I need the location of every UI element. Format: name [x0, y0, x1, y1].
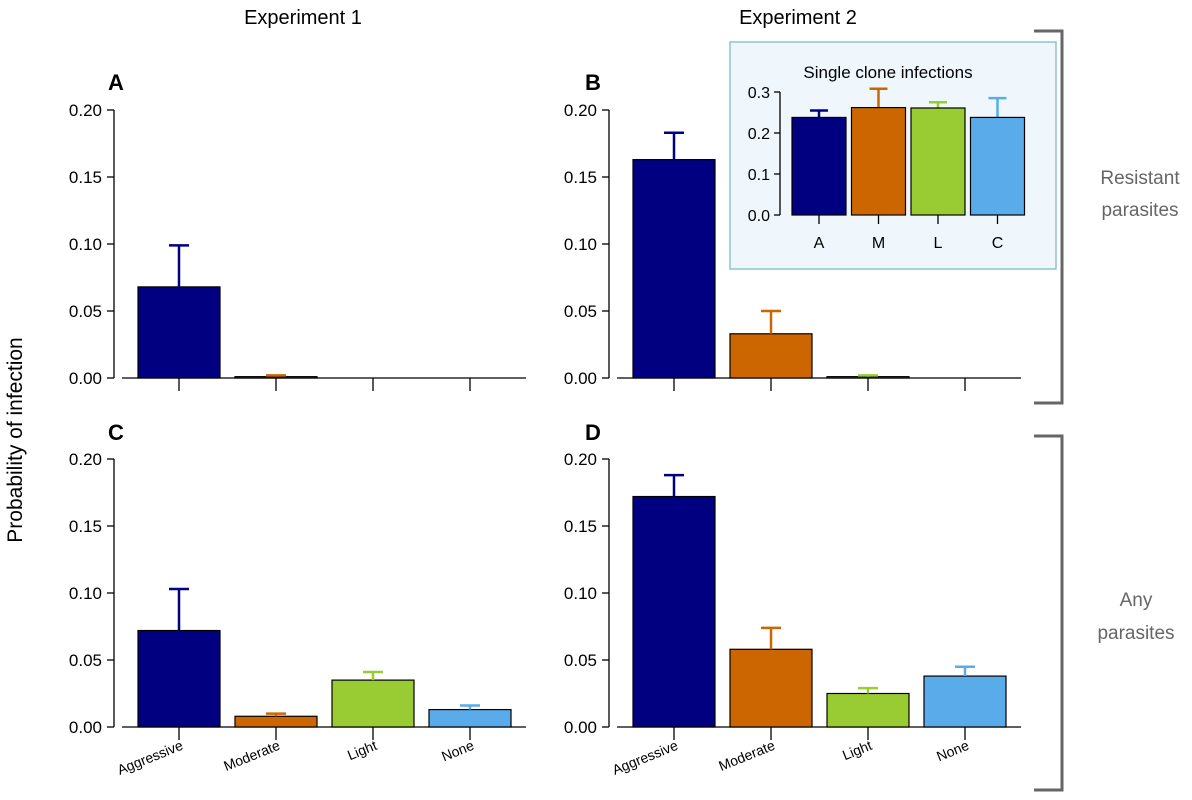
- panel-letter-a: A: [108, 70, 124, 95]
- panel-letter-c: C: [108, 420, 124, 445]
- inset-y-tick-label: 0.1: [748, 167, 770, 184]
- inset-x-category-label-m: M: [872, 235, 885, 252]
- row-label-resistant-line1: Resistant: [1100, 168, 1180, 189]
- row-label-resistant-line2: parasites: [1101, 200, 1178, 221]
- row-bracket-any: [1034, 434, 1064, 792]
- y-tick-label-b: 0.15: [564, 168, 597, 187]
- panel-b: B 0.00 0.05 0.10 0.15 0.20: [564, 70, 1021, 391]
- inset-bar-c: [969, 116, 1026, 216]
- bar-d-aggressive: [632, 495, 716, 728]
- x-category-label-d-moderate: Moderate: [716, 737, 777, 774]
- row-label-any-line2: parasites: [1097, 623, 1174, 644]
- y-tick-label-a: 0.05: [69, 302, 102, 321]
- panel-letter-d: D: [585, 420, 601, 445]
- bar-d-none: [923, 675, 1007, 728]
- y-tick-label-d: 0.15: [564, 517, 597, 536]
- y-tick-label-d: 0.20: [564, 450, 597, 469]
- bar-a-aggressive: [137, 286, 221, 379]
- y-tick-label-b: 0.00: [564, 369, 597, 388]
- x-category-label-c-none: None: [439, 737, 476, 764]
- panel-a: A 0.00 0.05 0.10 0.15 0.20: [69, 70, 526, 391]
- y-tick-label-a: 0.00: [69, 369, 102, 388]
- x-category-label-c-moderate: Moderate: [221, 737, 282, 774]
- y-tick-label-c: 0.10: [69, 584, 102, 603]
- inset-bar-a: [791, 116, 847, 216]
- x-category-label-c-aggressive: Aggressive: [115, 737, 185, 778]
- y-tick-label-a: 0.15: [69, 168, 102, 187]
- bar-d-light: [826, 692, 910, 728]
- inset-title: Single clone infections: [803, 63, 972, 82]
- bar-d-moderate: [729, 648, 813, 728]
- inset-single-clone-chart: 0.0 0.1 0.2 0.3 A M L C: [748, 85, 1026, 252]
- y-axis-label: Probability of infection: [4, 337, 27, 542]
- bar-c-aggressive: [137, 629, 221, 728]
- inset-bar-m: [850, 106, 907, 216]
- x-category-label-c-light: Light: [345, 737, 379, 763]
- bar-b-light: [826, 376, 910, 379]
- bar-c-light: [331, 679, 415, 728]
- bar-b-moderate: [729, 333, 813, 379]
- inset-y-tick-label: 0.2: [748, 126, 770, 143]
- y-tick-label-d: 0.10: [564, 584, 597, 603]
- x-category-label-d-none: None: [934, 737, 971, 764]
- inset-y-tick-label: 0.0: [748, 208, 770, 225]
- y-tick-label-d: 0.00: [564, 718, 597, 737]
- panel-c: C 0.00 0.05 0.10 0.15 0.20 Aggressive Moderate L…: [69, 420, 526, 778]
- bar-c-none: [428, 708, 512, 728]
- y-tick-label-c: 0.15: [69, 517, 102, 536]
- x-category-label-d-aggressive: Aggressive: [610, 737, 680, 778]
- y-tick-label-a: 0.10: [69, 235, 102, 254]
- x-category-label-d-light: Light: [840, 737, 874, 763]
- bar-c-moderate: [234, 715, 318, 728]
- inset-x-category-label-a: A: [814, 235, 825, 252]
- y-tick-label-c: 0.20: [69, 450, 102, 469]
- y-tick-label-d: 0.05: [564, 651, 597, 670]
- bar-b-aggressive: [632, 158, 716, 379]
- panel-letter-b: B: [585, 70, 601, 95]
- inset-y-tick-label: 0.3: [748, 85, 770, 102]
- row-label-any-line1: Any: [1120, 590, 1153, 611]
- column-title-experiment-2: Experiment 2: [739, 7, 857, 29]
- inset-x-category-label-c: C: [992, 235, 1004, 252]
- column-title-experiment-1: Experiment 1: [244, 7, 362, 29]
- row-bracket-resistant: [1034, 29, 1064, 405]
- y-tick-label-c: 0.05: [69, 651, 102, 670]
- y-tick-label-a: 0.20: [69, 101, 102, 120]
- y-tick-label-b: 0.10: [564, 235, 597, 254]
- bar-a-moderate: [234, 376, 318, 379]
- panel-d: D 0.00 0.05 0.10 0.15 0.20 Aggressive Moderate L…: [564, 420, 1021, 778]
- y-tick-label-b: 0.05: [564, 302, 597, 321]
- y-tick-label-b: 0.20: [564, 101, 597, 120]
- inset-x-category-label-l: L: [934, 235, 943, 252]
- inset-bar-l: [910, 107, 966, 216]
- y-tick-label-c: 0.00: [69, 718, 102, 737]
